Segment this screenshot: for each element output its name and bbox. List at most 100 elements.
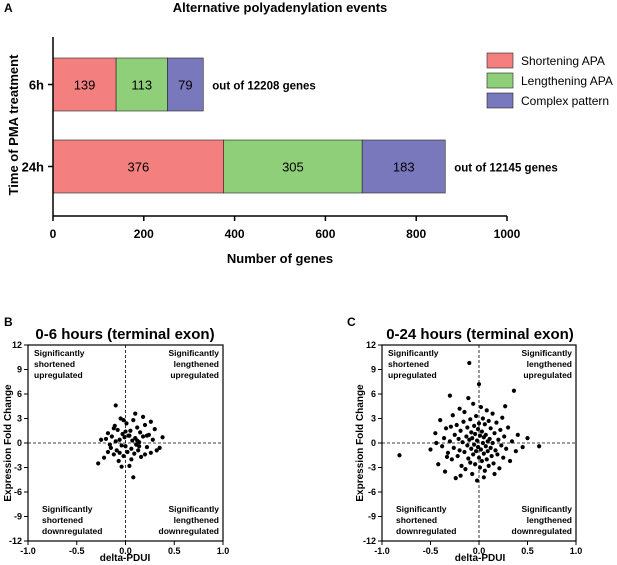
x-tick-label: 1.0 — [570, 546, 583, 556]
data-point — [447, 439, 452, 444]
data-point — [476, 421, 482, 426]
data-point — [133, 411, 138, 416]
bar-complex-pattern-24h — [361, 139, 446, 194]
data-point — [506, 425, 511, 430]
data-point — [440, 444, 445, 449]
data-point — [101, 455, 107, 460]
legend: Shortening APA Lengthening APA Complex pat… — [486, 52, 613, 109]
quadrant-label-top_left: Significantly — [34, 348, 85, 358]
data-point — [504, 446, 509, 451]
data-point — [105, 449, 111, 455]
legend-swatch-complex — [486, 92, 514, 109]
axes: 6h 24h 0 200 400 600 800 1000 — [22, 37, 521, 241]
data-point — [142, 422, 148, 428]
legend-label: Lengthening APA — [521, 74, 613, 88]
y-tick-label: -9 — [14, 512, 22, 522]
quadrant-label-top_left: shortened — [34, 359, 75, 369]
bar-annotation: out of 12208 genes — [212, 81, 316, 93]
data-point — [438, 418, 443, 423]
data-point — [154, 448, 159, 453]
panel-c-letter: C — [347, 315, 356, 329]
data-point — [107, 442, 112, 447]
data-point — [486, 418, 491, 424]
data-point — [137, 444, 142, 449]
data-point — [113, 403, 118, 408]
data-point — [483, 432, 488, 437]
data-point — [113, 439, 118, 444]
data-label: 113 — [131, 78, 152, 93]
data-point — [496, 437, 501, 442]
data-point — [458, 428, 463, 433]
bar-lengthening-apa-6h — [115, 57, 168, 112]
data-point — [117, 450, 122, 455]
x-tick-label: 400 — [225, 227, 245, 241]
quadrant-label-top_right: Significantly — [168, 348, 219, 358]
data-point — [502, 434, 507, 439]
quadrant-label-top_right: Significantly — [521, 348, 572, 358]
data-point — [157, 445, 162, 450]
x-tick-label: 1000 — [494, 227, 521, 241]
data-point — [436, 462, 441, 467]
data-point — [136, 448, 141, 453]
data-label: 183 — [393, 160, 415, 175]
data-point — [160, 435, 165, 440]
data-point — [456, 436, 461, 442]
data-point — [469, 430, 474, 435]
data-point — [493, 448, 498, 453]
data-point — [489, 453, 494, 459]
y-tick-label: 24h — [22, 160, 44, 175]
data-point — [119, 443, 124, 448]
data-point — [509, 439, 515, 444]
data-point — [490, 411, 495, 416]
y-tick-label: 0 — [371, 438, 376, 448]
data-point — [469, 446, 474, 451]
data-point — [457, 448, 462, 453]
y-tick-label: 0 — [17, 438, 22, 448]
data-point — [111, 452, 116, 457]
data-point — [478, 404, 484, 410]
data-point — [483, 444, 488, 449]
data-point — [442, 469, 448, 474]
data-point — [465, 443, 470, 448]
panel-c-plot: 12 9 6 3 0 -3 -6 -9 -12-1.0 -0.5 0.0 0.5 1.0 Signific… — [363, 340, 582, 556]
data-point — [468, 460, 473, 465]
panel-b-letter: B — [4, 315, 13, 329]
data-point — [140, 434, 146, 439]
quadrant-label-top_left: shortened — [388, 359, 429, 369]
data-point — [474, 478, 480, 483]
data-point — [453, 476, 458, 481]
panel-b-x-axis-label: delta-PDUI — [100, 553, 151, 564]
data-point — [397, 453, 402, 458]
data-label: 376 — [128, 160, 150, 175]
data-point — [135, 425, 140, 430]
data-point — [503, 404, 508, 409]
panel-c-x-axis-label: delta-PDUI — [455, 553, 506, 564]
quadrant-label-top_right: upregulated — [170, 370, 219, 380]
data-point — [473, 431, 478, 437]
data-point — [150, 437, 155, 442]
x-tick-label: 1.0 — [217, 546, 230, 556]
data-point — [148, 419, 153, 424]
data-point — [123, 444, 128, 449]
quadrant-label-bottom_left: downregulated — [396, 526, 456, 536]
data-point — [117, 437, 122, 442]
data-point — [105, 431, 111, 436]
data-point — [139, 454, 144, 459]
panel-b-title: 0-6 hours (terminal exon) — [35, 326, 214, 343]
data-point — [142, 452, 148, 457]
data-point — [449, 457, 454, 462]
legend-swatch-lengthening — [486, 72, 514, 89]
data-point — [479, 429, 485, 434]
data-point — [479, 458, 485, 464]
data-point — [447, 393, 452, 398]
x-tick-label: -1.0 — [374, 546, 390, 556]
data-point — [443, 426, 449, 431]
legend-label: Complex pattern — [521, 94, 609, 108]
data-point — [507, 458, 513, 464]
panel-b-y-axis-label: Expression Fold Change — [3, 384, 14, 502]
data-point — [473, 449, 479, 454]
data-point — [499, 443, 504, 448]
data-point — [472, 423, 477, 428]
data-point — [144, 444, 150, 450]
bar-annotation: out of 12145 genes — [454, 163, 558, 175]
